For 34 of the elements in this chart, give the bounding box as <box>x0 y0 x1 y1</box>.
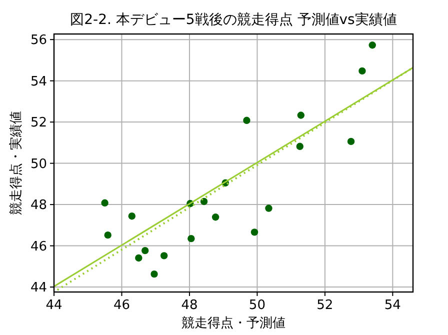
x-tick-label: 52 <box>316 298 334 313</box>
point <box>142 246 149 254</box>
point <box>212 214 220 221</box>
y-tick-label: 46 <box>30 239 47 254</box>
point <box>297 112 304 119</box>
x-tick-label: 48 <box>181 298 198 313</box>
point <box>250 228 258 236</box>
x-tick-label: 46 <box>113 298 130 313</box>
chart-title: 図2-2. 本デビュー5戦後の競走得点 予測値vs実績値 <box>70 12 397 28</box>
x-axis-title: 競走得点・予測値 <box>182 316 286 331</box>
point <box>358 67 366 75</box>
y-tick-label: 56 <box>30 33 47 48</box>
y-tick-label: 50 <box>30 156 47 172</box>
point <box>265 204 272 212</box>
point <box>101 199 108 207</box>
point <box>160 252 168 260</box>
point <box>368 42 376 49</box>
point <box>200 198 208 206</box>
point <box>150 270 158 278</box>
point <box>347 138 355 146</box>
y-tick-label: 48 <box>30 198 47 214</box>
x-tick-label: 54 <box>384 298 401 313</box>
y-tick-label: 54 <box>30 74 47 90</box>
point <box>135 254 142 262</box>
y-axis-title: 競走得点・実績値 <box>8 111 24 215</box>
point <box>128 212 136 220</box>
point <box>104 231 112 239</box>
y-tick-label: 52 <box>30 116 47 131</box>
y-tick-label: 44 <box>30 280 47 296</box>
x-tick-label: 50 <box>248 298 266 313</box>
point <box>296 142 304 150</box>
point <box>243 116 250 124</box>
point <box>188 234 195 242</box>
x-tick-label: 44 <box>46 298 62 313</box>
